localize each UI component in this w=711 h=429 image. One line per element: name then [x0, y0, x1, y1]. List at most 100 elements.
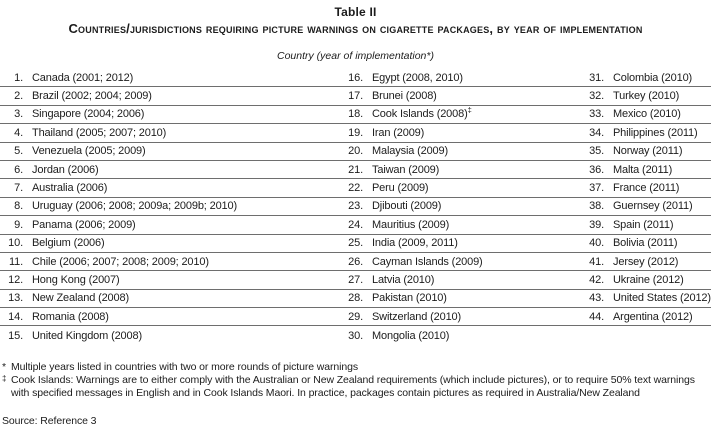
table-row: 3. Singapore (2004; 2006) [0, 106, 336, 125]
table-row: 8. Uruguay (2006; 2008; 2009a; 2009b; 201… [0, 198, 336, 217]
row-number: 29. [348, 310, 363, 323]
footnote-text: Cook Islands: Warnings are to either com… [11, 373, 695, 399]
table-row: 2. Brazil (2002; 2004; 2009) [0, 87, 336, 106]
row-number: 34. [589, 126, 604, 139]
row-country: Mexico (2010) [613, 108, 681, 121]
row-number: 14. [8, 310, 23, 323]
row-number: 44. [589, 310, 604, 323]
row-number: 24. [348, 218, 363, 231]
row-number: 16. [348, 71, 363, 84]
row-number: 31. [589, 71, 604, 84]
row-country: Romania (2008) [32, 310, 109, 323]
row-number: 22. [348, 182, 363, 195]
row-country: Colombia (2010) [613, 71, 693, 84]
row-number: 5. [14, 145, 23, 158]
row-country: Singapore (2004; 2006) [32, 108, 145, 121]
table-row: 11. Chile (2006; 2007; 2008; 2009; 2010) [0, 253, 336, 272]
table-row: 27. Latvia (2010) [336, 271, 577, 290]
row-country: Uruguay (2006; 2008; 2009a; 2009b; 2010) [32, 200, 237, 213]
row-country: Jersey (2012) [613, 255, 679, 268]
row-number: 41. [589, 255, 604, 268]
table-row: 13. New Zealand (2008) [0, 290, 336, 309]
table-row: 36. Malta (2011) [577, 161, 711, 180]
footnote: * Multiple years listed in countries with… [2, 361, 711, 374]
row-country: Jordan (2006) [32, 163, 99, 176]
table-row: 37. France (2011) [577, 179, 711, 198]
row-number: 33. [589, 108, 604, 121]
table-row: 14. Romania (2008) [0, 308, 336, 327]
table-row: 10. Belgium (2006) [0, 235, 336, 253]
table-row: 24. Mauritius (2009) [336, 216, 577, 235]
row-number: 17. [348, 90, 363, 103]
table-row: 4. Thailand (2005; 2007; 2010) [0, 124, 336, 143]
row-country: Panama (2006; 2009) [32, 218, 136, 231]
row-number: 1. [14, 71, 23, 84]
row-number: 39. [589, 218, 604, 231]
table-row: 26. Cayman Islands (2009) [336, 253, 577, 272]
row-country: Brunei (2008) [372, 90, 437, 103]
row-country: Malaysia (2009) [372, 145, 449, 158]
row-number: 20. [348, 145, 363, 158]
table-label: Table II [334, 5, 377, 19]
country-table: 1. Canada (2001; 2012) 2. Brazil (2002; 200… [0, 69, 711, 345]
row-number: 36. [589, 163, 604, 176]
table-row: 34. Philippines (2011) [577, 124, 711, 143]
row-number: 40. [589, 237, 604, 250]
row-number: 32. [589, 90, 604, 103]
row-number: 23. [348, 200, 363, 213]
row-country: Chile (2006; 2007; 2008; 2009; 2010) [32, 255, 209, 268]
row-number: 8. [14, 200, 23, 213]
table-row: 5. Venezuela (2005; 2009) [0, 143, 336, 161]
row-number: 11. [8, 255, 23, 268]
row-country: Australia (2006) [32, 182, 108, 195]
row-country: Guernsey (2011) [613, 200, 693, 213]
row-number: 19. [348, 126, 363, 139]
row-number: 10. [8, 237, 23, 250]
row-country: Switzerland (2010) [372, 310, 462, 323]
row-country: Philippines (2011) [613, 126, 698, 139]
row-country: Bolivia (2011) [613, 237, 678, 250]
row-country: Mongolia (2010) [372, 329, 450, 342]
row-number: 4. [14, 126, 23, 139]
row-country: Cayman Islands (2009) [372, 255, 483, 268]
row-number: 21. [348, 163, 363, 176]
table-row: 18. Cook Islands (2008)‡ [336, 105, 577, 125]
row-country: New Zealand (2008) [32, 292, 129, 305]
table-row: 40. Bolivia (2011) [577, 235, 711, 253]
table-row: 21. Taiwan (2009) [336, 161, 577, 180]
table-row: 39. Spain (2011) [577, 216, 711, 235]
row-number: 28. [348, 292, 363, 305]
row-country: Mauritius (2009) [372, 218, 450, 231]
row-country: Spain (2011) [613, 218, 674, 231]
table-row-empty [577, 326, 711, 344]
row-country: Cook Islands (2008)‡ [372, 105, 472, 121]
row-country: Hong Kong (2007) [32, 273, 120, 286]
row-number: 25. [348, 237, 363, 250]
table-header: Table II Countries/jurisdictions requiri… [0, 0, 711, 62]
table-row: 29. Switzerland (2010) [336, 308, 577, 327]
table-row: 23. Djibouti (2009) [336, 198, 577, 217]
row-number: 9. [14, 218, 23, 231]
row-number: 27. [348, 273, 363, 286]
row-country: Peru (2009) [372, 182, 429, 195]
table-row: 28. Pakistan (2010) [336, 290, 577, 309]
row-country: Brazil (2002; 2004; 2009) [32, 90, 152, 103]
row-number: 43. [589, 292, 604, 305]
table-row: 16. Egypt (2008, 2010) [336, 69, 577, 88]
table-row: 22. Peru (2009) [336, 179, 577, 198]
footnotes: * Multiple years listed in countries with… [2, 361, 711, 400]
table-row: 7. Australia (2006) [0, 179, 336, 198]
row-country: Turkey (2010) [613, 90, 680, 103]
table-row: 30. Mongolia (2010) [336, 326, 577, 344]
table-row: 44. Argentina (2012) [577, 308, 711, 327]
row-country: Iran (2009) [372, 126, 425, 139]
table-row: 43. United States (2012) [577, 290, 711, 309]
footnote-marker: ‡ [2, 373, 7, 383]
row-number: 13. [8, 292, 23, 305]
row-number: 42. [589, 273, 604, 286]
row-country: Venezuela (2005; 2009) [32, 145, 146, 158]
footnote: ‡ Cook Islands: Warnings are to either co… [2, 374, 711, 400]
table-row: 33. Mexico (2010) [577, 106, 711, 125]
table-row: 25. India (2009, 2011) [336, 235, 577, 253]
row-country: United States (2012) [613, 292, 711, 305]
